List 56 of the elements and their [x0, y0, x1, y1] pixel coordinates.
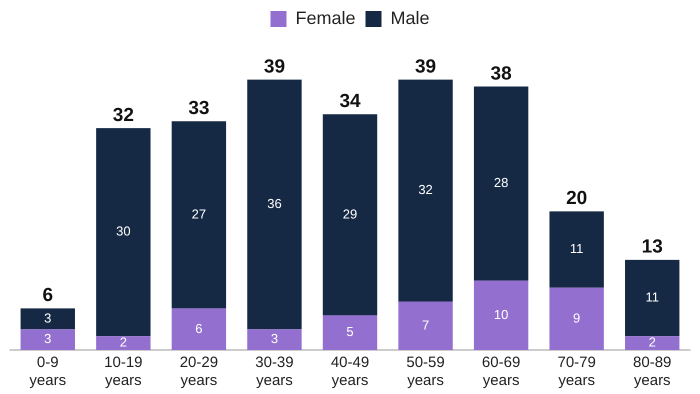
data-label: 27 — [192, 206, 206, 222]
bar — [549, 288, 604, 350]
bar — [474, 280, 528, 350]
bar — [172, 121, 226, 308]
bar — [20, 329, 75, 350]
x-tick-label: 10-19 years — [104, 354, 143, 390]
x-tick-label: 70-79 years — [557, 354, 596, 390]
legend-label: Male — [390, 8, 430, 28]
data-label: 36 — [267, 196, 282, 211]
data-label: 7 — [422, 317, 430, 332]
bar — [20, 308, 75, 330]
bar — [172, 308, 226, 350]
data-label: 28 — [494, 175, 508, 190]
data-label: 10 — [494, 306, 508, 322]
x-tick-label: 50-59 years — [406, 354, 445, 390]
data-label: 29 — [342, 206, 358, 222]
data-label: 2 — [120, 334, 127, 350]
data-label: 5 — [346, 324, 354, 340]
data-label: 11 — [570, 241, 584, 256]
bar — [474, 86, 528, 281]
data-label: 30 — [116, 224, 131, 239]
total-label: 39 — [414, 56, 436, 78]
bar — [398, 301, 453, 350]
bar — [549, 211, 604, 288]
total-label: 39 — [264, 56, 286, 78]
bar — [398, 80, 453, 302]
x-tick-label: 80-89 years — [633, 354, 672, 390]
data-label: 3 — [44, 331, 52, 346]
bar — [625, 336, 680, 350]
total-label: 34 — [339, 91, 361, 112]
data-label: 11 — [645, 290, 659, 305]
total-label: 20 — [566, 188, 588, 210]
x-tick-label: 60-69 years — [482, 354, 520, 390]
data-label: 6 — [195, 320, 203, 336]
data-label: 3 — [44, 310, 52, 326]
bar — [96, 128, 151, 336]
legend-label: Female — [295, 8, 356, 28]
total-label: 33 — [188, 98, 210, 119]
bar — [625, 260, 680, 336]
bar — [247, 329, 302, 350]
data-label: 32 — [418, 182, 433, 198]
bar — [322, 114, 378, 316]
data-label: 2 — [648, 334, 656, 350]
x-tick-label: 40-49 years — [330, 354, 370, 390]
bar — [96, 336, 151, 350]
bar — [322, 315, 378, 350]
total-label: 6 — [42, 285, 54, 306]
total-label: 32 — [112, 104, 134, 126]
data-label: 9 — [573, 310, 580, 326]
data-label: 3 — [270, 331, 278, 346]
x-tick-label: 30-39 years — [255, 354, 294, 390]
x-tick-label: 0-9 years — [29, 354, 66, 390]
x-tick-label: 20-29 years — [180, 354, 218, 390]
total-label: 13 — [642, 236, 663, 258]
bar — [247, 80, 302, 330]
total-label: 38 — [490, 63, 512, 84]
